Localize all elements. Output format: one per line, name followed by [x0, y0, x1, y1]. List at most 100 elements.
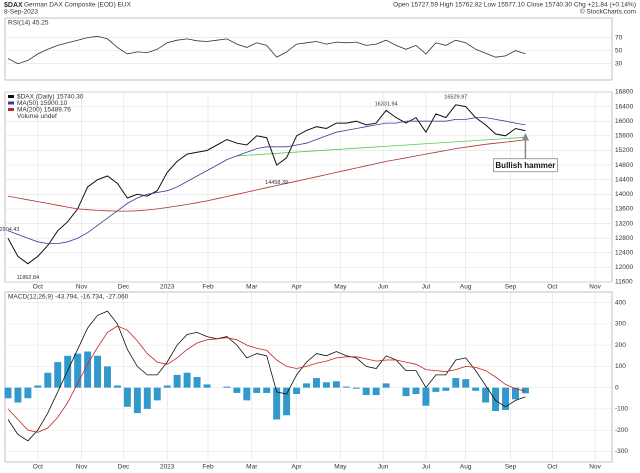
y-tick-label: 13600 — [615, 206, 633, 213]
histogram-bar — [432, 387, 440, 392]
y-tick-label: 16800 — [615, 89, 633, 96]
histogram-bar — [4, 387, 12, 399]
callout-arrow — [521, 133, 530, 159]
y-tick-label: -200 — [615, 427, 628, 434]
x-tick-label: May — [334, 464, 347, 471]
x-tick-label: Aug — [460, 464, 472, 471]
y-tick-label: 400 — [615, 299, 626, 306]
legend-swatch — [8, 101, 14, 105]
histogram-bar — [34, 385, 42, 388]
histogram-bar — [104, 366, 111, 388]
x-tick-label: May — [334, 284, 347, 291]
x-tick-label: 2023 — [160, 464, 175, 471]
histogram-bar — [263, 387, 271, 393]
legend-swatch — [8, 108, 14, 111]
histogram-bar — [133, 387, 141, 414]
histogram-bar — [372, 387, 380, 396]
price-annotation: 14458.39 — [265, 180, 288, 186]
y-tick-label: 16000 — [615, 118, 633, 125]
credit: © StockCharts.com — [580, 8, 636, 16]
symbol-name: German DAX Composite (EOD) EUX — [24, 2, 132, 9]
x-tick-label: Nov — [589, 464, 601, 471]
histogram-bar — [472, 387, 480, 391]
histogram-bar — [24, 387, 32, 399]
histogram-bar — [382, 383, 390, 388]
trendline — [236, 136, 526, 157]
legend-label: MA(50) 15900.10 — [17, 100, 68, 107]
legend-label: $DAX (Daily) 15740.30 — [17, 94, 84, 101]
histogram-bar — [223, 386, 231, 388]
panel-frame — [4, 91, 613, 283]
series-line — [7, 310, 526, 442]
quote: Open 15727.59 High 15762.82 Low 15577.10… — [393, 2, 636, 9]
histogram-bar — [303, 383, 310, 388]
x-tick-label: Nov — [76, 284, 88, 291]
y-tick-label: 300 — [615, 321, 626, 328]
series-line — [7, 35, 526, 65]
x-tick-label: Sep — [505, 284, 517, 291]
callout-box — [493, 158, 558, 173]
y-tick-label: 11600 — [615, 279, 633, 286]
y-tick-label: 15600 — [615, 133, 633, 140]
y-tick-label: 15200 — [615, 147, 633, 154]
x-tick-label: Oct — [547, 464, 557, 471]
y-tick-label: 12800 — [615, 235, 633, 242]
x-tick-label: Oct — [33, 464, 43, 471]
x-tick-label: Jun — [378, 284, 389, 291]
y-tick-label: -100 — [615, 406, 628, 413]
date: 8-Sep-2023 — [4, 9, 38, 16]
y-tick-label: 200 — [615, 342, 626, 349]
y-tick-label: 30 — [615, 60, 623, 67]
x-tick-label: Dec — [118, 284, 130, 291]
histogram-bar — [482, 387, 490, 403]
series-line — [7, 117, 526, 244]
x-tick-label: Oct — [547, 284, 557, 291]
histogram-bar — [332, 381, 340, 388]
x-tick-label: Aug — [460, 284, 472, 291]
histogram-bar — [412, 387, 420, 394]
histogram-bar — [123, 387, 131, 407]
price-annotation: 11862.84 — [17, 275, 40, 281]
symbol: $DAX — [4, 2, 23, 9]
histogram-bar — [44, 372, 52, 388]
histogram-bar — [452, 378, 460, 388]
x-tick-label: Jul — [422, 284, 431, 291]
histogram-bar — [243, 387, 251, 401]
histogram-bar — [153, 387, 161, 401]
price-annotation: 12904.43 — [0, 227, 19, 233]
histogram-bar — [362, 387, 370, 396]
histogram-bar — [163, 385, 171, 388]
histogram-bar — [203, 384, 211, 388]
y-tick-label: -300 — [615, 448, 628, 455]
price-annotation: 16529.97 — [444, 94, 467, 100]
legend-label: MA(200) 15489.76 — [17, 107, 71, 114]
histogram-bar — [143, 387, 151, 409]
histogram-bar — [113, 385, 121, 388]
legend-label: Volume undef — [17, 113, 57, 120]
x-tick-label: Apr — [291, 284, 302, 291]
histogram-bar — [193, 377, 201, 388]
histogram-bar — [402, 387, 410, 397]
histogram-bar — [293, 387, 301, 394]
y-tick-label: 50 — [615, 47, 623, 54]
histogram-bar — [312, 378, 320, 388]
x-tick-label: Oct — [33, 284, 43, 291]
histogram-bar — [492, 387, 500, 411]
x-tick-label: Nov — [76, 464, 88, 471]
series-line — [7, 325, 526, 433]
x-tick-label: Feb — [202, 464, 214, 471]
x-tick-label: Sep — [505, 464, 517, 471]
histogram-bar — [322, 382, 330, 388]
histogram-bar — [273, 387, 281, 420]
y-tick-label: 14800 — [615, 162, 633, 169]
x-tick-label: Feb — [202, 284, 214, 291]
histogram-bar — [521, 387, 529, 394]
histogram-bar — [173, 374, 181, 388]
x-tick-label: Mar — [246, 464, 258, 471]
histogram-bar — [94, 355, 102, 388]
y-tick-label: 70 — [615, 34, 623, 41]
histogram-bar — [283, 387, 291, 416]
histogram-bar — [84, 351, 92, 388]
